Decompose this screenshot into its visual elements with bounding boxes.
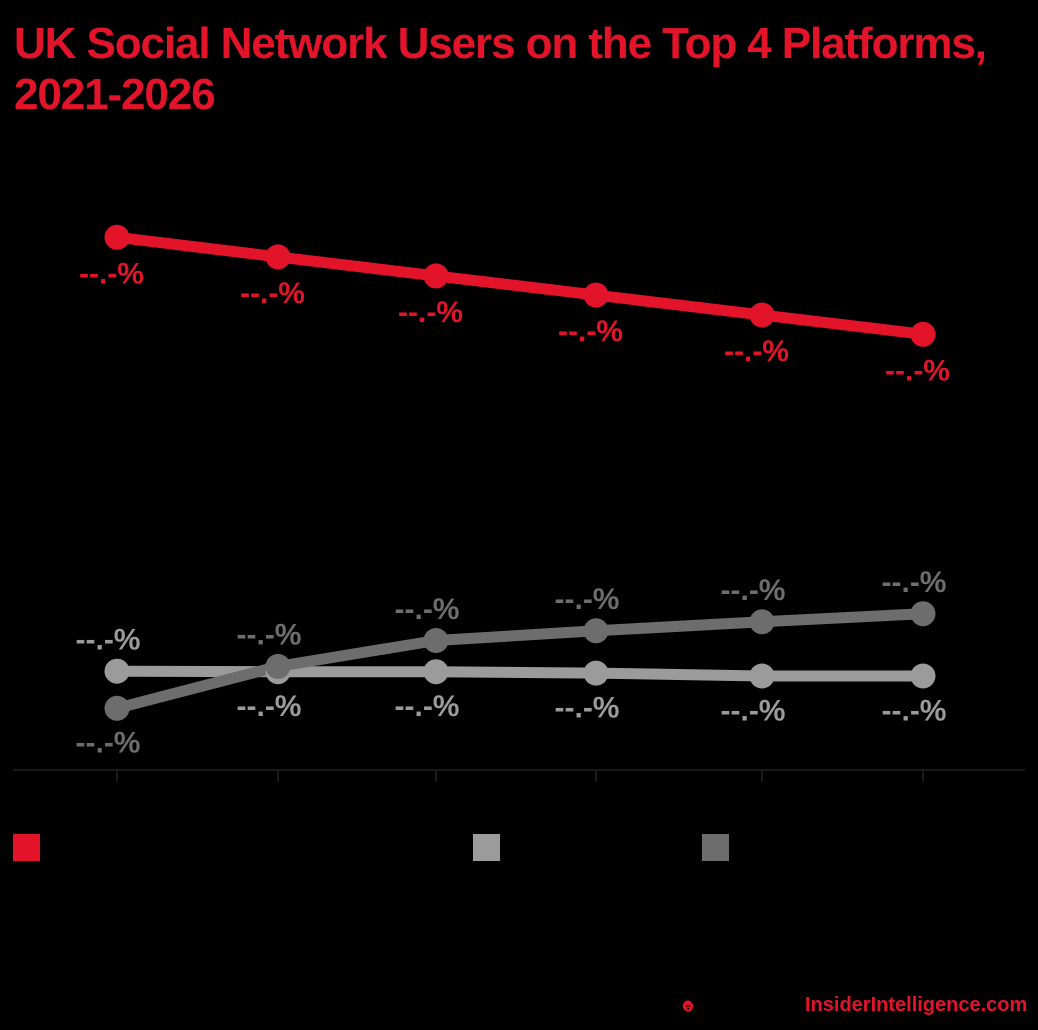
svg-text:InsiderIntelligence.com: InsiderIntelligence.com: [805, 994, 1027, 1016]
